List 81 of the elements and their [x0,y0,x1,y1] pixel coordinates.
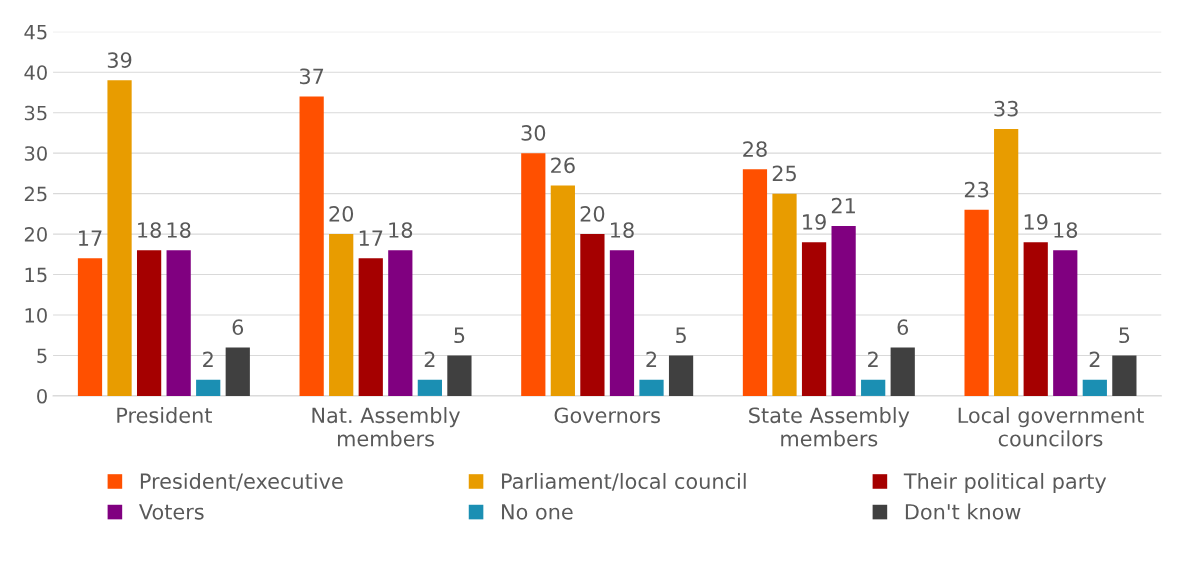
legend-label: No one [502,504,573,520]
data-label: 21 [831,197,855,214]
data-label: 2 [1089,351,1100,368]
bar [668,355,694,396]
bar [609,250,635,396]
y-tick-label: 10 [25,307,47,323]
y-tick-label: 15 [25,267,47,283]
data-label: 5 [454,327,465,344]
x-tick-label: President [117,407,212,424]
bar [107,80,132,396]
legend-label: Their political party [903,472,1107,494]
data-label: 37 [299,68,324,85]
bar [639,379,664,396]
bar [1112,355,1137,396]
bar [994,128,1019,396]
bar [447,355,472,396]
x-tick-label: Governors [554,407,660,424]
data-label: 2 [424,351,435,368]
data-label: 2 [868,351,878,368]
bar [166,250,191,396]
bar [1082,379,1107,396]
bar [890,347,915,396]
bar [801,242,827,396]
y-tick-label: 5 [37,348,47,364]
y-tick-label: 0 [37,388,47,404]
bar [550,185,575,396]
data-label: 39 [107,52,132,68]
bar [77,258,103,396]
x-tick-label: State Assembly members [749,407,910,447]
data-label: 18 [138,222,161,238]
y-tick-label: 45 [24,25,47,40]
bar [388,250,413,396]
data-label: 5 [1119,327,1130,344]
bar [742,169,768,396]
bar [580,234,605,396]
y-tick-label: 40 [24,65,47,80]
data-label: 28 [743,141,767,157]
bar [1053,250,1078,396]
data-label: 18 [167,222,191,238]
data-label: 18 [389,222,413,238]
bar [1023,242,1048,396]
data-label: 20 [329,205,354,222]
bar [831,226,856,396]
legend-label: President/executive [140,472,343,491]
legend-label: Parliament/local council [502,472,746,491]
legend-label: Voters [139,504,204,520]
y-tick-label: 20 [24,227,47,242]
bar [225,347,250,396]
x-tick-label: Nat. Assembly members [312,407,460,447]
data-label: 17 [79,230,102,246]
bar [196,379,221,396]
data-label: 17 [359,230,383,246]
data-label: 19 [1024,214,1048,230]
bar [299,96,324,396]
bar [329,234,354,396]
bar [521,153,546,396]
data-label: 33 [994,100,1018,117]
bar [772,193,797,396]
data-label: 26 [551,157,575,174]
data-label: 6 [232,319,244,336]
y-tick-label: 25 [24,186,47,202]
bar [136,250,162,396]
data-label: 2 [646,351,657,368]
data-label: 30 [521,125,546,141]
data-label: 6 [897,319,909,336]
bar [964,209,989,396]
y-tick-label: 35 [24,105,47,121]
data-label: 20 [580,205,605,222]
data-label: 18 [610,222,634,238]
data-label: 5 [676,327,686,344]
bar [417,379,442,396]
legend-label: Don't know [905,503,1021,520]
data-label: 2 [203,351,213,368]
data-label: 18 [1054,222,1078,238]
bar [358,258,383,396]
y-tick-label: 30 [24,146,47,161]
data-label: 19 [803,214,826,230]
data-label: 23 [964,181,989,198]
data-label: 25 [772,165,796,182]
x-tick-label: Local government councilors [958,407,1144,447]
bar [861,379,886,396]
